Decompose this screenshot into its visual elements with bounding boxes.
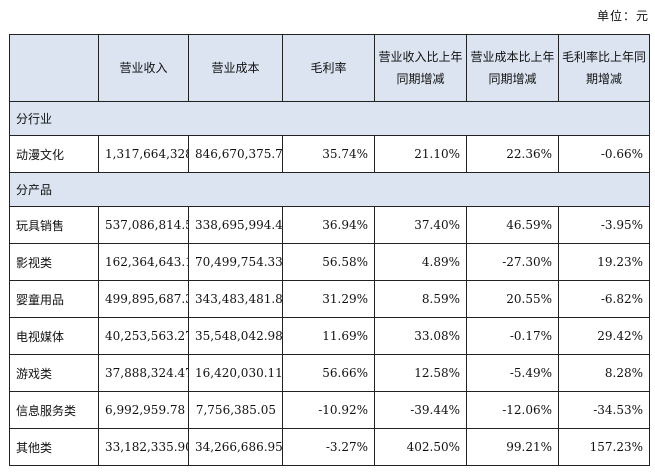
header-margin-change-text: 毛利率比上年同期增减: [561, 50, 646, 86]
row-margin-change: 8.28%: [558, 354, 650, 392]
table-row: 游戏类 37,888,324.47 16,420,030.11 56.66% 1…: [9, 354, 650, 392]
row-margin-change: -3.95%: [558, 206, 650, 244]
row-name: 玩具销售: [9, 206, 99, 244]
row-margin: 11.69%: [282, 317, 375, 355]
row-cost: 35,548,042.98: [188, 317, 283, 355]
row-margin: 56.58%: [282, 243, 375, 281]
row-cost: 70,499,754.33: [188, 243, 283, 281]
row-cost: 846,670,375.70: [188, 135, 283, 173]
row-cost-change: -27.30%: [466, 243, 559, 281]
row-cost: 34,266,686.95: [188, 428, 283, 466]
row-revenue-change: 21.10%: [374, 135, 467, 173]
table-row: 信息服务类 6,992,959.78 7,756,385.05 -10.92% …: [9, 391, 650, 429]
row-margin-change: -0.66%: [558, 135, 650, 173]
header-margin-change: 毛利率比上年同期增减: [558, 34, 650, 102]
financial-table: 营业收入 营业成本 毛利率 营业收入比上年同期增减 营业成本比上年同期增减 毛利…: [9, 34, 650, 466]
row-name: 影视类: [9, 243, 99, 281]
row-cost: 338,695,994.47: [188, 206, 283, 244]
row-cost-change: 20.55%: [466, 280, 559, 318]
row-name: 游戏类: [9, 354, 99, 392]
row-cost-change: -0.17%: [466, 317, 559, 355]
row-name: 动漫文化: [9, 135, 99, 173]
row-cost: 16,420,030.11: [188, 354, 283, 392]
header-cost-change: 营业成本比上年同期增减: [466, 34, 559, 102]
row-margin-change: 29.42%: [558, 317, 650, 355]
row-margin: 31.29%: [282, 280, 375, 318]
row-margin-change: -34.53%: [558, 391, 650, 429]
section-row-industry: 分行业: [9, 101, 650, 136]
table-row: 婴童用品 499,895,687.36 343,483,481.81 31.29…: [9, 280, 650, 318]
row-revenue-change: -39.44%: [374, 391, 467, 429]
row-cost-change: -12.06%: [466, 391, 559, 429]
row-revenue: 40,253,563.27: [98, 317, 189, 355]
table-row: 其他类 33,182,335.90 34,266,686.95 -3.27% 4…: [9, 428, 650, 466]
row-margin: 36.94%: [282, 206, 375, 244]
row-name: 其他类: [9, 428, 99, 466]
row-margin: 35.74%: [282, 135, 375, 173]
table-row: 电视媒体 40,253,563.27 35,548,042.98 11.69% …: [9, 317, 650, 355]
row-name: 信息服务类: [9, 391, 99, 429]
header-cost-change-text: 营业成本比上年同期增减: [470, 50, 555, 86]
row-name: 婴童用品: [9, 280, 99, 318]
row-cost-change: -5.49%: [466, 354, 559, 392]
row-margin: -10.92%: [282, 391, 375, 429]
row-margin-change: 157.23%: [558, 428, 650, 466]
row-revenue: 33,182,335.90: [98, 428, 189, 466]
row-revenue: 37,888,324.47: [98, 354, 189, 392]
unit-label: 单位：元: [596, 9, 649, 23]
section-title: 分行业: [9, 101, 650, 136]
row-cost-change: 46.59%: [466, 206, 559, 244]
header-cost: 营业成本: [188, 34, 283, 102]
row-revenue: 1,317,664,328.46: [98, 135, 189, 173]
row-cost-change: 22.36%: [466, 135, 559, 173]
table-row: 动漫文化 1,317,664,328.46 846,670,375.70 35.…: [9, 135, 650, 173]
row-revenue-change: 12.58%: [374, 354, 467, 392]
row-revenue-change: 37.40%: [374, 206, 467, 244]
header-revenue: 营业收入: [98, 34, 189, 102]
row-revenue-change: 402.50%: [374, 428, 467, 466]
row-margin-change: -6.82%: [558, 280, 650, 318]
section-row-product: 分产品: [9, 172, 650, 207]
table-row: 影视类 162,364,643.17 70,499,754.33 56.58% …: [9, 243, 650, 281]
table-header-row: 营业收入 营业成本 毛利率 营业收入比上年同期增减 营业成本比上年同期增减 毛利…: [9, 34, 650, 102]
header-revenue-change: 营业收入比上年同期增减: [374, 34, 467, 102]
row-revenue: 162,364,643.17: [98, 243, 189, 281]
row-margin: 56.66%: [282, 354, 375, 392]
row-revenue: 499,895,687.36: [98, 280, 189, 318]
row-revenue-change: 8.59%: [374, 280, 467, 318]
table-row: 玩具销售 537,086,814.51 338,695,994.47 36.94…: [9, 206, 650, 244]
header-revenue-change-text: 营业收入比上年同期增减: [378, 50, 463, 86]
row-name: 电视媒体: [9, 317, 99, 355]
row-revenue-change: 4.89%: [374, 243, 467, 281]
row-revenue: 6,992,959.78: [98, 391, 189, 429]
row-cost: 343,483,481.81: [188, 280, 283, 318]
row-revenue-change: 33.08%: [374, 317, 467, 355]
header-margin: 毛利率: [282, 34, 375, 102]
row-cost: 7,756,385.05: [188, 391, 283, 429]
row-margin: -3.27%: [282, 428, 375, 466]
row-cost-change: 99.21%: [466, 428, 559, 466]
header-blank: [9, 34, 99, 102]
row-revenue: 537,086,814.51: [98, 206, 189, 244]
section-title: 分产品: [9, 172, 650, 207]
row-margin-change: 19.23%: [558, 243, 650, 281]
